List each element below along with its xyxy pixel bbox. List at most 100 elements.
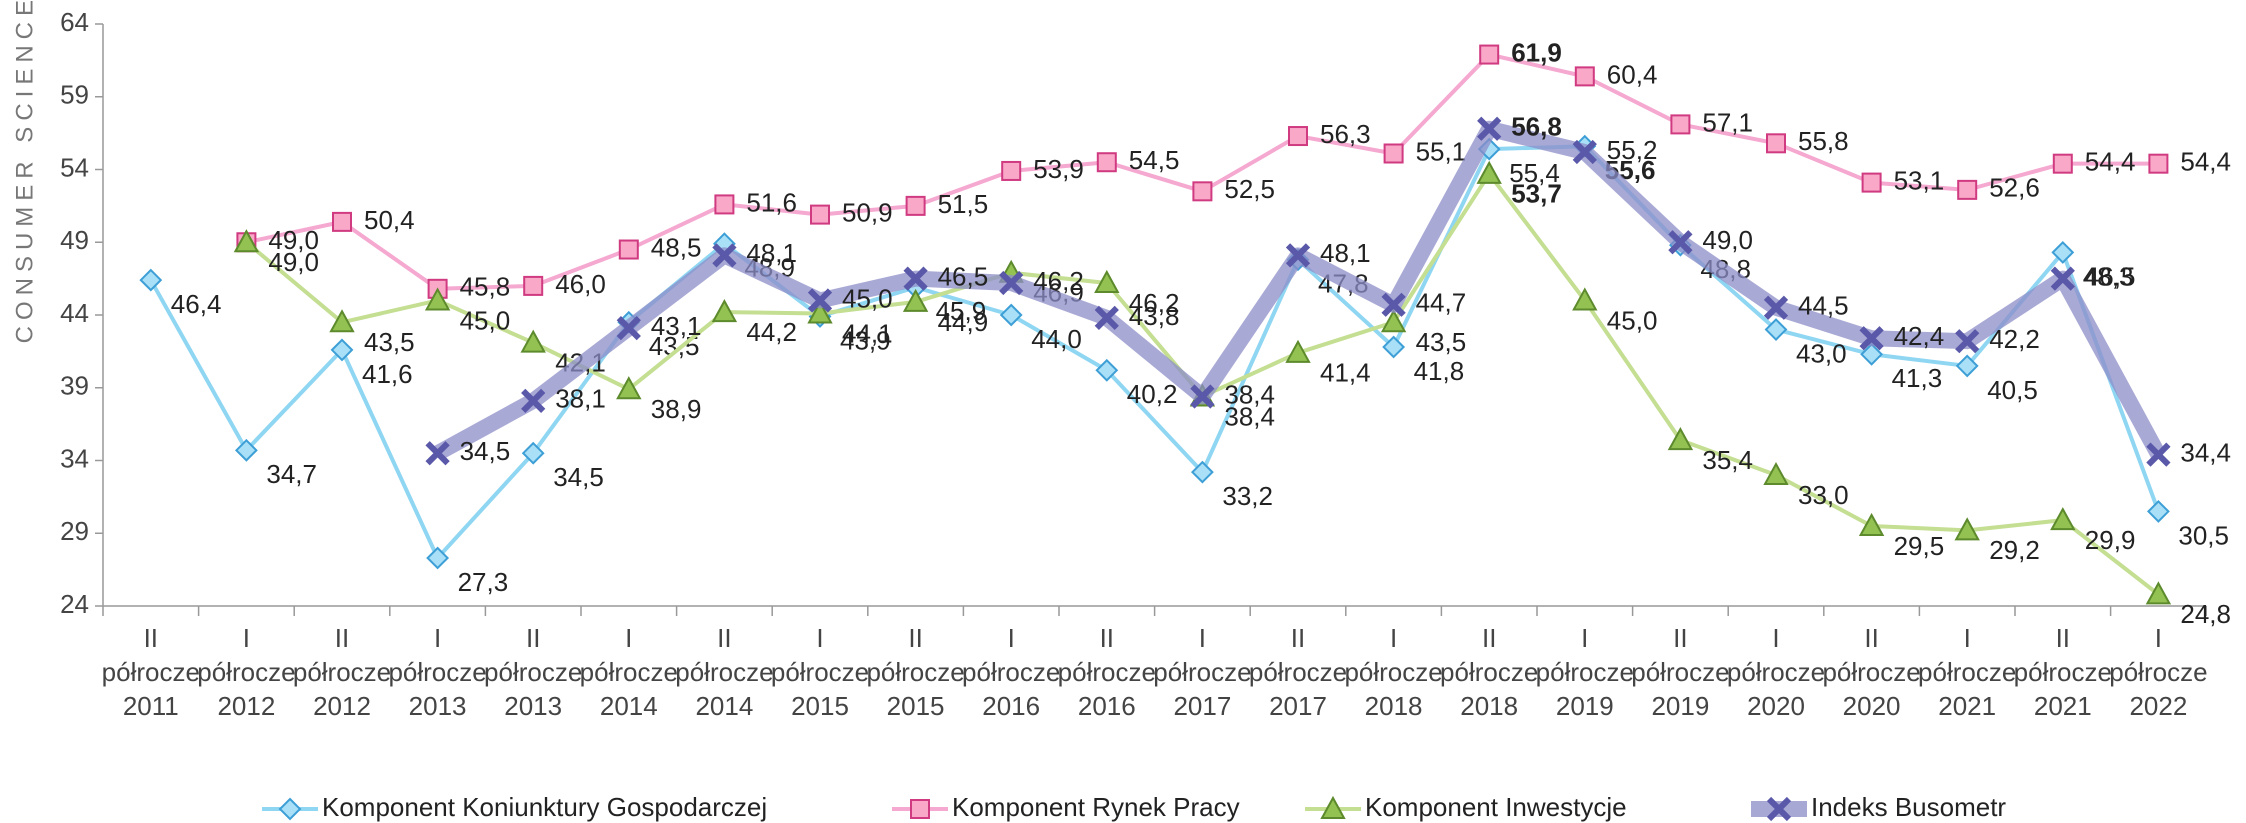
data-label: 53,1 xyxy=(1894,165,1945,195)
data-label: 49,0 xyxy=(1702,225,1753,255)
marker xyxy=(424,287,451,311)
marker xyxy=(1766,133,1786,154)
x-tick-label: półrocze xyxy=(293,657,391,687)
data-label: 50,9 xyxy=(842,197,893,227)
y-tick-label: 39 xyxy=(60,371,89,401)
data-label: 48,5 xyxy=(651,232,702,262)
x-tick-label: półrocze xyxy=(1822,657,1920,687)
data-label: 42,4 xyxy=(1894,321,1945,351)
data-label: 60,4 xyxy=(1607,59,1658,89)
data-label: 45,0 xyxy=(1607,305,1658,335)
data-label: 51,6 xyxy=(746,187,797,217)
marker xyxy=(903,266,928,291)
data-label: 43,5 xyxy=(364,327,415,357)
y-tick-label: 44 xyxy=(60,298,89,328)
x-tick-label: półrocze xyxy=(1918,657,2016,687)
data-label: 35,4 xyxy=(1702,445,1753,475)
marker xyxy=(521,441,545,465)
data-label: 34,5 xyxy=(553,462,604,492)
data-label: 44,2 xyxy=(746,317,797,347)
data-label: 45,9 xyxy=(936,296,987,326)
data-label: 55,4 xyxy=(1509,158,1560,188)
marker xyxy=(616,315,641,341)
data-label: 30,5 xyxy=(2178,520,2229,550)
y-tick-label: 49 xyxy=(60,225,89,255)
x-tick-label: II xyxy=(1864,623,1878,653)
data-label: 55,1 xyxy=(1416,136,1467,166)
x-tick-label: II xyxy=(335,623,349,653)
marker xyxy=(2052,153,2073,174)
x-tick-label: 2017 xyxy=(1173,691,1231,721)
y-tick-label: 64 xyxy=(60,7,89,37)
x-tick-label: półrocze xyxy=(2109,657,2207,687)
marker xyxy=(810,204,830,225)
data-label: 41,6 xyxy=(362,359,413,389)
data-label: 45,0 xyxy=(842,283,893,313)
marker xyxy=(1380,309,1407,333)
marker xyxy=(1763,461,1789,486)
data-label: 48,1 xyxy=(1320,238,1371,268)
x-tick-label: półrocze xyxy=(2014,657,2112,687)
marker xyxy=(1858,512,1885,536)
data-label: 41,8 xyxy=(1414,356,1465,386)
marker xyxy=(1190,460,1214,484)
data-label: 48,1 xyxy=(746,238,797,268)
marker xyxy=(1096,152,1117,173)
x-tick-label: 2020 xyxy=(1747,691,1805,721)
data-label: 44,9 xyxy=(938,307,989,337)
x-tick-label: półrocze xyxy=(1631,657,1729,687)
x-tick-label: I xyxy=(434,623,441,653)
marker xyxy=(1477,116,1502,141)
legend-marker xyxy=(910,799,930,819)
marker xyxy=(2050,266,2075,291)
data-label: 53,7 xyxy=(1511,179,1562,209)
x-tick-label: II xyxy=(526,623,540,653)
data-label: 29,5 xyxy=(1894,531,1945,561)
series-line xyxy=(149,144,2161,560)
marker xyxy=(1381,292,1406,317)
legend-label: Indeks Busometr xyxy=(1811,792,2006,822)
x-tick-label: I xyxy=(1581,623,1588,653)
marker xyxy=(807,300,833,324)
x-tick-label: 2018 xyxy=(1365,691,1423,721)
marker xyxy=(1476,160,1502,184)
marker xyxy=(523,275,544,296)
x-tick-label: 2020 xyxy=(1843,691,1901,721)
data-label: 38,1 xyxy=(555,384,606,414)
data-label: 41,3 xyxy=(1892,363,1943,393)
marker xyxy=(1383,143,1404,164)
marker xyxy=(1667,427,1694,451)
data-label: 55,8 xyxy=(1798,126,1849,156)
marker xyxy=(1001,160,1022,181)
marker xyxy=(616,376,642,400)
data-label: 38,4 xyxy=(1224,401,1275,431)
x-tick-label: II xyxy=(717,623,731,653)
x-tick-label: 2011 xyxy=(123,691,179,721)
marker xyxy=(1288,126,1308,147)
data-label: 46,2 xyxy=(1033,266,1084,296)
marker xyxy=(1955,329,1980,354)
x-tick-label: półrocze xyxy=(1440,657,1538,687)
data-label: 40,5 xyxy=(1987,375,2038,405)
marker xyxy=(233,229,260,253)
marker xyxy=(332,211,352,232)
data-label: 52,6 xyxy=(1989,173,2040,203)
x-tick-label: 2021 xyxy=(2034,691,2092,721)
x-tick-label: 2015 xyxy=(791,691,849,721)
data-label: 54,5 xyxy=(1129,145,1180,175)
x-tick-label: 2012 xyxy=(313,691,371,721)
series-line xyxy=(245,52,2159,291)
x-tick-label: 2021 xyxy=(1938,691,1996,721)
data-label: 44,7 xyxy=(1416,288,1467,318)
data-label: 33,0 xyxy=(1798,480,1849,510)
series: 34,538,143,148,145,046,5 46,243,838,448,1… xyxy=(425,112,2231,468)
x-tick-label: półrocze xyxy=(1249,657,1347,687)
x-tick-label: półrocze xyxy=(962,657,1060,687)
data-label: 43,5 xyxy=(649,331,700,361)
x-tick-label: 2016 xyxy=(982,691,1040,721)
data-label: 50,4 xyxy=(364,205,415,235)
marker xyxy=(1859,326,1884,351)
data-label: 34,4 xyxy=(2180,438,2231,468)
x-tick-label: półrocze xyxy=(1536,657,1634,687)
data-label: 40,2 xyxy=(1127,379,1178,409)
